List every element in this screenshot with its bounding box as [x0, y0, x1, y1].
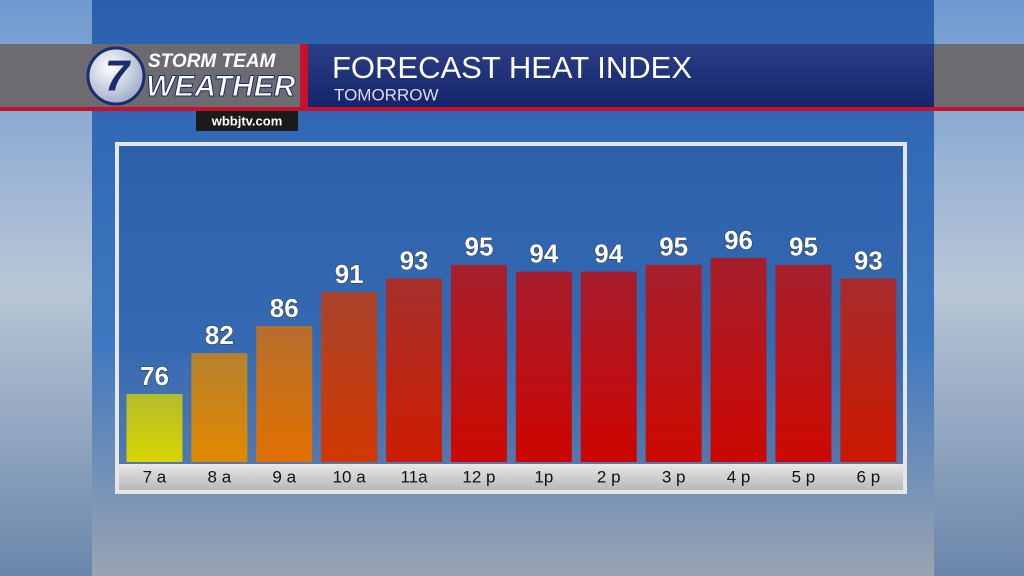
value-label: 76: [140, 361, 169, 391]
brand-top: STORM TEAM: [148, 51, 277, 72]
x-tick-label: 2 p: [597, 467, 621, 486]
plot-frame: [115, 142, 907, 494]
bars: 76 7 a 82 8 a 86 9 a 91 10 a 93 11a 95 12 p 94 1p 94 2 …: [126, 224, 897, 486]
bar: [775, 264, 832, 462]
x-tick-label: 8 a: [208, 467, 232, 486]
value-label: 82: [205, 320, 234, 350]
bar: [386, 278, 443, 462]
category-strip: [119, 464, 903, 490]
website: wbbjtv.com: [211, 113, 283, 128]
logo: [86, 46, 146, 106]
x-tick-label: 6 p: [857, 467, 881, 486]
value-label: 94: [594, 238, 623, 268]
value-label: 94: [529, 238, 558, 268]
bar: [256, 326, 313, 462]
bar: [321, 292, 378, 462]
x-tick-label: 5 p: [792, 467, 816, 486]
chart-subtitle: TOMORROW: [334, 85, 439, 104]
value-label: 91: [335, 259, 364, 289]
header-title-band: [300, 44, 934, 108]
x-tick-label: 1p: [534, 467, 553, 486]
brand-bottom: WEATHER: [146, 70, 296, 103]
header-rule: [0, 107, 1024, 111]
value-label: 95: [464, 232, 493, 262]
bar: [645, 264, 702, 462]
bar: [191, 353, 248, 462]
x-tick-label: 10 a: [333, 467, 367, 486]
bar: [710, 258, 767, 462]
x-tick-label: 12 p: [462, 467, 495, 486]
value-label: 95: [659, 232, 688, 262]
bar: [126, 394, 183, 462]
bar: [840, 278, 897, 462]
bar: [450, 264, 507, 462]
x-tick-label: 3 p: [662, 467, 686, 486]
value-label: 86: [270, 293, 299, 323]
value-label: 93: [400, 245, 429, 275]
bar: [580, 271, 637, 462]
x-tick-label: 11a: [400, 467, 428, 486]
website-box: [196, 111, 298, 131]
header-accent: [300, 44, 308, 108]
x-tick-label: 9 a: [272, 467, 296, 486]
x-tick-label: 7 a: [143, 467, 167, 486]
value-label: 95: [789, 232, 818, 262]
bar: [515, 271, 572, 462]
x-tick-label: 4 p: [727, 467, 751, 486]
value-label: 93: [854, 245, 883, 275]
value-label: 96: [724, 225, 753, 255]
chart-title: FORECAST HEAT INDEX: [332, 50, 692, 85]
logo-number: 7: [105, 52, 132, 101]
